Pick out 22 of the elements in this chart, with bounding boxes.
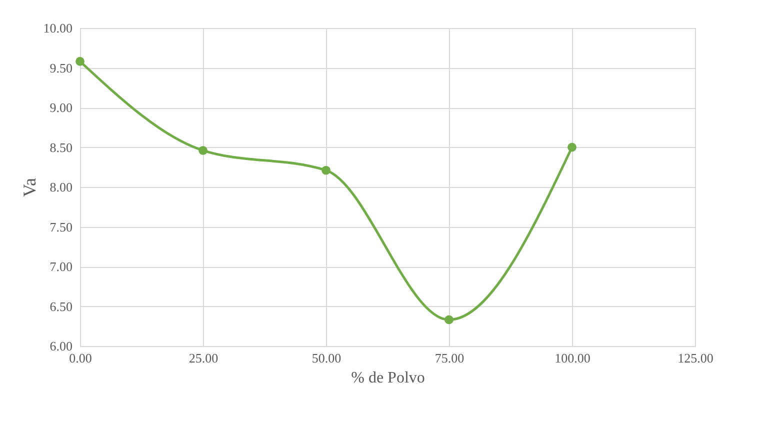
y-tick-label: 6.50	[50, 298, 72, 314]
y-tick-label: 8.50	[50, 140, 72, 155]
point	[568, 142, 576, 152]
y-tick-label: 9.50	[50, 60, 72, 76]
point	[198, 146, 208, 155]
point	[322, 166, 330, 175]
y-axis-title: Va	[19, 178, 40, 197]
y-tick-label: 10.00	[43, 20, 72, 36]
x-tick-label: 100.00	[554, 350, 590, 366]
y-tick-label: 9.00	[50, 100, 72, 115]
y-tick-label: 8.00	[50, 180, 72, 194]
x-tick-label: 0.00	[69, 350, 92, 366]
x-tick-label: 75.00	[434, 350, 464, 366]
y-tick-label: 7.50	[50, 219, 72, 234]
point	[444, 315, 454, 324]
y-tick-label: 7.00	[50, 259, 72, 274]
x-tick-label: 50.00	[312, 350, 342, 366]
x-tick-label: 125.00	[678, 350, 714, 366]
y-tick-label: 6.00	[50, 338, 72, 354]
point	[76, 56, 84, 66]
x-tick-label: 25.00	[188, 350, 218, 366]
x-axis-title: % de Polvo	[351, 370, 425, 386]
